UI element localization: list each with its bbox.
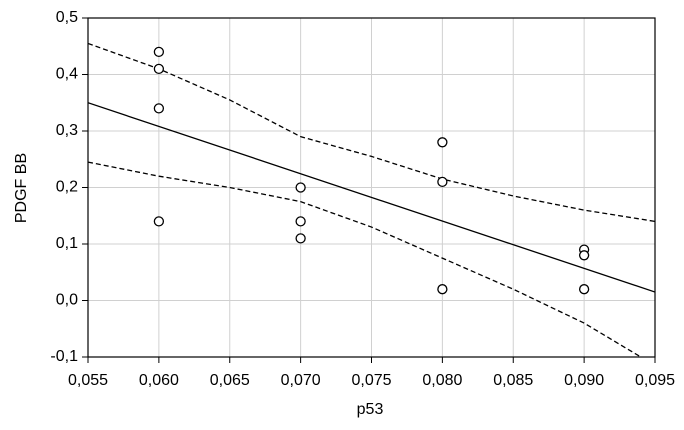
y-tick-label: 0,0	[56, 292, 78, 309]
x-tick-label: 0,090	[564, 372, 604, 389]
data-point	[437, 176, 448, 188]
data-point	[437, 284, 448, 295]
data-point	[153, 46, 165, 58]
y-tick-label: 0,5	[56, 9, 78, 26]
data-point	[295, 233, 306, 244]
x-tick-label: 0,060	[139, 372, 179, 389]
x-tick-label: 0,095	[635, 372, 675, 389]
fit-line	[88, 42, 655, 223]
data-point	[295, 182, 306, 193]
y-tick-label: -0,1	[50, 348, 78, 365]
fit-line	[88, 161, 642, 357]
data-point	[437, 137, 448, 148]
x-tick-label: 0,055	[68, 372, 108, 389]
data-point	[153, 103, 165, 114]
x-tick-label: 0,070	[281, 372, 321, 389]
data-point	[153, 63, 165, 74]
x-axis-title: p53	[357, 401, 384, 418]
x-tick-label: 0,080	[422, 372, 462, 389]
fit-line	[88, 102, 655, 293]
y-tick-label: 0,2	[56, 179, 78, 196]
y-tick-label: 0,3	[56, 122, 78, 139]
x-tick-label: 0,075	[351, 372, 391, 389]
y-tick-label: 0,4	[56, 66, 78, 83]
y-tick-label: 0,1	[56, 235, 78, 252]
plot-frame	[87, 17, 656, 358]
data-point	[153, 216, 165, 227]
x-tick-label: 0,085	[493, 372, 533, 389]
data-point	[578, 250, 590, 261]
data-point	[578, 284, 590, 295]
data-point	[295, 216, 306, 227]
x-tick-label: 0,065	[210, 372, 250, 389]
y-axis-title: PDGF BB	[13, 153, 30, 223]
